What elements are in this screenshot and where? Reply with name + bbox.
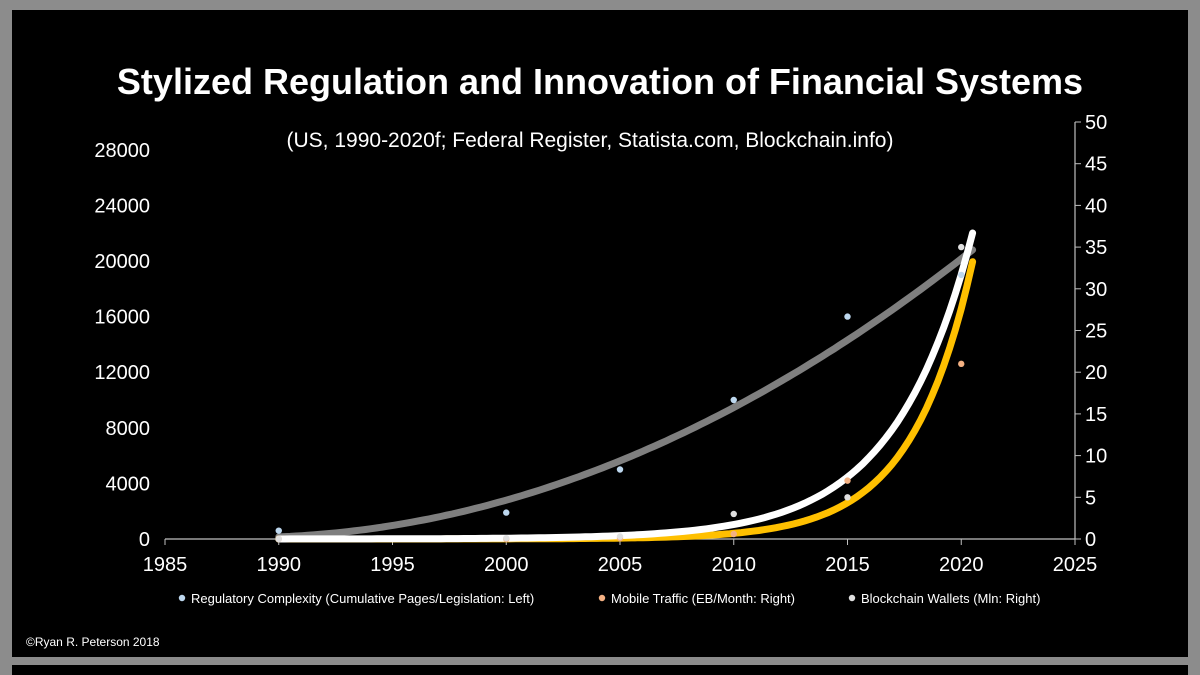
data-point-series-1 xyxy=(503,509,510,516)
data-point-series-1 xyxy=(844,313,851,320)
trend-line-2 xyxy=(275,258,977,543)
x-tick-label: 1995 xyxy=(370,554,415,576)
trend-lines xyxy=(275,229,977,543)
left-y-tick-label: 24000 xyxy=(94,195,150,217)
credit-text: ©Ryan R. Peterson 2018 xyxy=(26,635,160,649)
data-point-series-2 xyxy=(844,477,851,484)
right-y-tick-label: 25 xyxy=(1085,321,1107,343)
slide: Stylized Regulation and Innovation of Fi… xyxy=(12,10,1188,657)
right-y-tick-label: 40 xyxy=(1085,195,1107,217)
left-y-tick-label: 20000 xyxy=(94,251,150,273)
data-point-series-3 xyxy=(730,510,737,518)
x-tick-label: 2000 xyxy=(484,554,529,576)
data-point-series-3 xyxy=(616,533,624,540)
left-y-tick-label: 12000 xyxy=(94,362,150,384)
data-point-series-1 xyxy=(958,271,965,279)
right-y-tick-label: 5 xyxy=(1085,487,1096,509)
right-y-tick-label: 35 xyxy=(1085,237,1107,259)
legend-marker-2 xyxy=(598,594,606,602)
trend-line-3 xyxy=(275,229,977,543)
x-tick-label: 2020 xyxy=(939,554,984,576)
right-y-tick-label: 45 xyxy=(1085,154,1107,176)
data-point-series-3 xyxy=(958,243,965,251)
axes: 1985 1990 1995 2000 2005 2010 2015 2020 20250400… xyxy=(94,112,1107,576)
right-y-tick-label: 15 xyxy=(1085,404,1107,426)
data-point-series-1 xyxy=(616,466,624,473)
x-tick-label: 1990 xyxy=(257,554,302,576)
x-tick-label: 1985 xyxy=(143,554,188,576)
chart: Stylized Regulation and Innovation of Fi… xyxy=(26,61,1107,649)
right-y-tick-label: 50 xyxy=(1085,112,1107,134)
legend-marker-3 xyxy=(848,594,856,602)
legend-marker-1 xyxy=(178,594,186,602)
x-tick-label: 2015 xyxy=(825,554,870,576)
legend: Regulatory Complexity (Cumulative Pages/… xyxy=(178,591,1040,606)
data-points xyxy=(275,243,965,543)
x-tick-label: 2010 xyxy=(712,554,757,576)
left-y-tick-label: 0 xyxy=(139,529,150,551)
left-y-tick-label: 4000 xyxy=(106,473,151,495)
left-y-tick-label: 16000 xyxy=(94,307,150,329)
trend-line-1 xyxy=(275,246,977,541)
data-point-series-3 xyxy=(503,534,510,542)
bottom-strip xyxy=(12,665,1188,675)
data-point-series-3 xyxy=(844,494,851,501)
right-y-tick-label: 30 xyxy=(1085,279,1107,301)
x-tick-label: 2025 xyxy=(1053,554,1098,576)
data-point-series-1 xyxy=(730,396,737,404)
right-y-tick-label: 20 xyxy=(1085,362,1107,384)
left-y-tick-label: 8000 xyxy=(106,418,151,440)
data-point-series-2 xyxy=(958,360,965,368)
chart-title: Stylized Regulation and Innovation of Fi… xyxy=(117,61,1083,102)
legend-label-1: Regulatory Complexity (Cumulative Pages/… xyxy=(191,591,534,606)
right-y-tick-label: 0 xyxy=(1085,529,1096,551)
legend-label-3: Blockchain Wallets (Mln: Right) xyxy=(861,591,1040,606)
x-tick-label: 2005 xyxy=(598,554,643,576)
chart-subtitle: (US, 1990-2020f; Federal Register, Stati… xyxy=(287,129,894,152)
data-point-series-1 xyxy=(275,527,282,534)
legend-label-2: Mobile Traffic (EB/Month: Right) xyxy=(611,591,795,606)
data-point-series-3 xyxy=(275,535,282,543)
right-y-tick-label: 10 xyxy=(1085,446,1107,468)
left-y-tick-label: 28000 xyxy=(94,140,150,162)
data-point-series-2 xyxy=(730,530,737,538)
